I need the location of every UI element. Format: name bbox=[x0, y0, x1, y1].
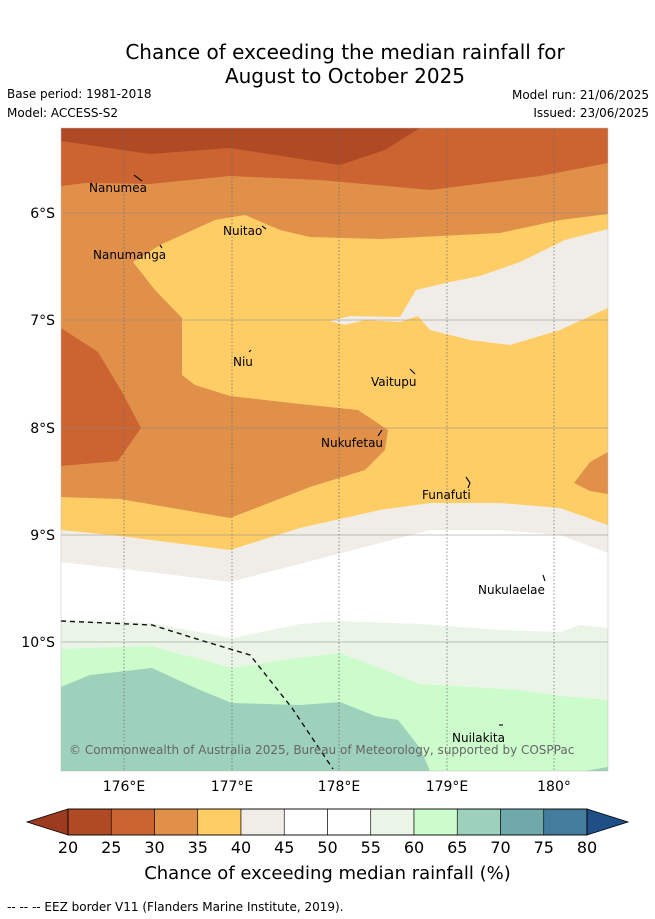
colorbar-tick-50: 50 bbox=[317, 838, 337, 857]
base-period: Base period: 1981-2018 bbox=[7, 87, 152, 101]
colorbar-tick-75: 75 bbox=[534, 838, 554, 857]
rainfall-map: Nanumea Nuitao Nanumanga Niu Vaitupu Nuk… bbox=[21, 127, 630, 857]
title-line-1: Chance of exceeding the median rainfall … bbox=[125, 40, 565, 64]
model-name: Model: ACCESS-S2 bbox=[7, 106, 119, 120]
lat-label-6s: 6°S bbox=[30, 206, 55, 222]
eez-footnote: -- -- -- EEZ border V11 (Flanders Marine… bbox=[7, 900, 344, 914]
lat-label-7s: 7°S bbox=[30, 313, 55, 329]
lat-label-10s: 10°S bbox=[21, 635, 55, 651]
lon-label-176e: 176°E bbox=[103, 779, 146, 795]
colorbar-cell-20-25 bbox=[67, 808, 112, 836]
colorbar-high-extend bbox=[586, 808, 630, 836]
place-vaitupu: Vaitupu bbox=[371, 375, 417, 389]
place-nuilakita: Nuilakita bbox=[452, 731, 505, 745]
island-nukufetau-shape bbox=[377, 429, 383, 437]
place-funafuti: Funafuti bbox=[422, 488, 471, 502]
colorbar-cell-25-30 bbox=[110, 808, 155, 836]
colorbar-tick-40: 40 bbox=[231, 838, 251, 857]
latitude-lines bbox=[61, 212, 608, 643]
zone-40-45-upper-right bbox=[330, 229, 608, 345]
place-nukulaelae: Nukulaelae bbox=[478, 583, 545, 597]
place-nuitao: Nuitao bbox=[223, 224, 262, 238]
map-plot-area: Nanumea Nuitao Nanumanga Niu Vaitupu Nuk… bbox=[61, 128, 608, 771]
place-nanumea: Nanumea bbox=[89, 181, 147, 195]
colorbar-tick-55: 55 bbox=[361, 838, 381, 857]
colorbar-cell-40-45 bbox=[240, 808, 285, 836]
eez-border bbox=[61, 620, 334, 770]
title-line-2: August to October 2025 bbox=[224, 64, 466, 88]
colorbar: 20 25 30 35 40 45 50 55 60 65 70 75 80 bbox=[25, 808, 630, 857]
issued-date: Issued: 23/06/2025 bbox=[533, 106, 649, 120]
model-run: Model run: 21/06/2025 bbox=[511, 88, 649, 102]
map-title: Chance of exceeding the median rainfall … bbox=[0, 40, 655, 88]
map-frame bbox=[60, 127, 609, 772]
colorbar-ticks: 20 25 30 35 40 45 50 55 60 65 70 75 80 bbox=[58, 838, 597, 857]
colorbar-cells bbox=[67, 808, 588, 836]
colorbar-tick-20: 20 bbox=[58, 838, 78, 857]
colorbar-tick-70: 70 bbox=[490, 838, 510, 857]
colorbar-cell-55-60 bbox=[370, 808, 415, 836]
copyright-notice: © Commonwealth of Australia 2025, Bureau… bbox=[69, 743, 574, 757]
place-nukufetau: Nukufetau bbox=[321, 436, 383, 450]
colorbar-tick-45: 45 bbox=[274, 838, 294, 857]
colorbar-cell-50-55 bbox=[327, 808, 372, 836]
island-niu-shape bbox=[248, 349, 252, 353]
place-niu: Niu bbox=[233, 355, 253, 369]
island-nanumea-shape bbox=[133, 174, 143, 182]
colorbar-cell-45-50 bbox=[283, 808, 328, 836]
lon-label-177e: 177°E bbox=[211, 779, 254, 795]
colorbar-frame bbox=[67, 808, 588, 836]
grid-lines bbox=[123, 128, 555, 771]
colorbar-tick-80: 80 bbox=[577, 838, 597, 857]
lon-label-180: 180° bbox=[537, 779, 571, 795]
colorbar-label: Chance of exceeding median rainfall (%) bbox=[144, 863, 511, 884]
colorbar-tick-35: 35 bbox=[188, 838, 208, 857]
colorbar-cell-70-75 bbox=[500, 808, 545, 836]
colorbar-tick-30: 30 bbox=[144, 838, 164, 857]
colorbar-low-extend bbox=[25, 808, 69, 836]
colorbar-cell-65-70 bbox=[456, 808, 501, 836]
lon-label-178e: 178°E bbox=[318, 779, 361, 795]
colorbar-tick-65: 65 bbox=[447, 838, 467, 857]
lat-label-9s: 9°S bbox=[30, 528, 55, 544]
colorbar-cell-60-65 bbox=[413, 808, 458, 836]
island-vaitupu-shape bbox=[409, 368, 416, 375]
colorbar-tick-60: 60 bbox=[404, 838, 424, 857]
island-nanumanga-shape bbox=[159, 244, 163, 249]
colorbar-cell-30-35 bbox=[154, 808, 199, 836]
lon-label-179e: 179°E bbox=[426, 779, 469, 795]
zone-65-70-right-sliver bbox=[585, 767, 608, 771]
colorbar-tick-25: 25 bbox=[101, 838, 121, 857]
lat-label-8s: 8°S bbox=[30, 421, 55, 437]
island-funafuti-shape bbox=[465, 476, 471, 489]
zone-25-30-left-pocket bbox=[61, 328, 141, 466]
colorbar-cell-75-80 bbox=[543, 808, 588, 836]
zone-65-70 bbox=[61, 668, 430, 771]
islands bbox=[133, 174, 546, 726]
island-nukulaelae-shape bbox=[542, 574, 546, 582]
zone-30-35-right-patch bbox=[574, 452, 608, 494]
colorbar-cell-35-40 bbox=[197, 808, 242, 836]
place-nanumanga: Nanumanga bbox=[93, 248, 166, 262]
island-nuitao-shape bbox=[261, 225, 267, 230]
